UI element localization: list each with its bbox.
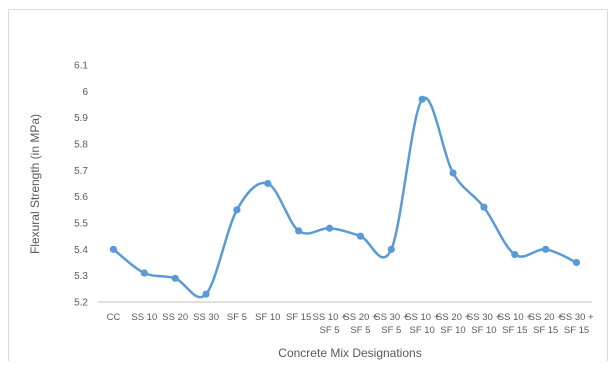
x-tick-label: SS 10 + SF 15: [498, 312, 533, 336]
x-tick-label: SF 5: [227, 312, 247, 323]
x-tick-label-line: SS 10 +: [498, 312, 533, 323]
data-point: [418, 95, 426, 103]
x-tick-label-line: SS 30 +: [560, 312, 595, 323]
x-tick-label-line: SF 5: [227, 312, 247, 323]
x-tick-label-line: SF 15: [286, 312, 311, 323]
x-tick-label-line: SF 5: [320, 325, 340, 336]
x-tick-label: SS 10 + SF 10: [405, 312, 440, 336]
data-points: [109, 95, 581, 298]
x-tick-label: SF 15: [286, 312, 311, 323]
x-tick-label-line: SS 30: [193, 312, 219, 323]
x-tick-label: SS 10 + SF 5: [313, 312, 348, 336]
y-axis-label: Flexural Strength (in MPa): [28, 114, 42, 254]
y-tick-label: 5.4: [74, 245, 88, 256]
x-tick-label: SS 10: [131, 312, 157, 323]
data-point: [480, 203, 488, 211]
data-point: [109, 245, 118, 253]
x-tick-label: SS 30 + SF 10: [467, 312, 502, 336]
data-point: [511, 251, 519, 259]
data-point: [325, 224, 334, 232]
y-tick-label: 6: [82, 87, 88, 98]
x-tick-label-line: CC: [107, 312, 121, 323]
x-tick-label-line: SF 10: [440, 325, 465, 336]
y-tick-label: 5.3: [74, 271, 88, 282]
x-tick-label-line: SF 5: [381, 325, 401, 336]
y-tick-label: 5.6: [74, 192, 88, 203]
x-axis-label: Concrete Mix Designations: [278, 346, 421, 360]
x-tick-label-line: SF 5: [350, 325, 370, 336]
x-tick-label: SF 10: [255, 312, 280, 323]
x-tick-label: SS 30: [193, 312, 219, 323]
data-point: [171, 274, 179, 282]
chart-frame: [8, 9, 608, 361]
y-axis-ticks: 5.2 5.3 5.4 5.5 5.6 5.7 5.8 5.9 6 6.1: [74, 61, 88, 309]
data-point: [202, 290, 210, 298]
x-tick-label: SS 20 + SF 15: [529, 312, 564, 336]
data-point: [140, 269, 148, 277]
x-tick-label: SS 20 + SF 10: [436, 312, 471, 336]
x-tick-label-line: SS 30 +: [374, 312, 409, 323]
x-tick-label: SS 30 + SF 15: [560, 312, 595, 336]
y-tick-label: 6.1: [74, 61, 88, 72]
x-tick-label-line: SF 15: [564, 325, 589, 336]
x-tick-label-line: SS 20 +: [529, 312, 564, 323]
data-point: [449, 169, 457, 177]
x-tick-label-line: SS 30 +: [467, 312, 502, 323]
x-tick-label-line: SS 10 +: [405, 312, 440, 323]
x-axis-ticks: CC SS 10 SS 20 SS 30 SF 5 SF 10 SF 15 SS 10 + SF…: [107, 312, 594, 336]
data-point: [572, 258, 581, 267]
series-line: [112, 96, 578, 299]
y-tick-label: 5.8: [74, 140, 88, 151]
x-tick-label-line: SS 20: [162, 312, 188, 323]
x-tick-label: SS 20 + SF 5: [343, 312, 378, 336]
x-tick-label: SS 30 + SF 5: [374, 312, 409, 336]
y-tick-label: 5.9: [74, 113, 88, 124]
data-point: [356, 232, 365, 240]
x-tick-label-line: SF 15: [533, 325, 558, 336]
data-point: [542, 245, 550, 253]
x-tick-label-line: SS 20 +: [343, 312, 378, 323]
x-tick-label-line: SF 15: [502, 325, 527, 336]
data-point: [233, 206, 241, 214]
y-tick-label: 5.7: [74, 166, 88, 177]
x-tick-label-line: SS 10 +: [313, 312, 348, 323]
x-tick-label-line: SS 10: [131, 312, 157, 323]
x-tick-label-line: SS 20 +: [436, 312, 471, 323]
data-point: [264, 179, 272, 188]
x-tick-label-line: SF 10: [255, 312, 280, 323]
data-point: [387, 245, 395, 253]
x-tick-label: CC: [107, 312, 121, 323]
x-tick-label-line: SF 10: [471, 325, 496, 336]
x-tick-label: SS 20: [162, 312, 188, 323]
data-point: [295, 227, 303, 235]
x-tick-label-line: SF 10: [410, 325, 435, 336]
y-tick-label: 5.2: [74, 298, 88, 309]
y-tick-label: 5.5: [74, 219, 88, 230]
